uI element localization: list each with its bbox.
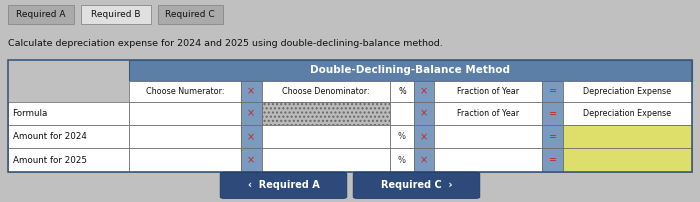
Bar — [542, 148, 563, 172]
Text: ×: × — [420, 109, 428, 119]
Bar — [414, 81, 434, 102]
Text: Choose Numerator:: Choose Numerator: — [146, 87, 224, 96]
Bar — [262, 125, 391, 148]
Bar — [563, 102, 692, 125]
Bar — [542, 125, 563, 148]
FancyBboxPatch shape — [354, 172, 480, 199]
Bar — [542, 81, 563, 102]
Text: ×: × — [247, 86, 256, 96]
Bar — [391, 81, 414, 102]
Bar — [8, 102, 129, 125]
Text: Calculate depreciation expense for 2024 and 2025 using double-declining-balance : Calculate depreciation expense for 2024 … — [8, 39, 443, 48]
Bar — [8, 60, 129, 81]
Bar — [391, 102, 414, 125]
Bar — [8, 125, 129, 148]
Bar — [434, 148, 542, 172]
Bar — [129, 148, 241, 172]
FancyBboxPatch shape — [158, 5, 223, 24]
Bar — [241, 81, 262, 102]
Text: Fraction of Year: Fraction of Year — [457, 87, 519, 96]
Text: %: % — [398, 156, 406, 165]
Bar — [241, 102, 262, 125]
Bar — [563, 148, 692, 172]
Text: ‹  Required A: ‹ Required A — [248, 180, 319, 190]
Bar — [391, 125, 414, 148]
Bar — [129, 81, 241, 102]
Bar — [8, 81, 129, 102]
Text: Depreciation Expense: Depreciation Expense — [583, 87, 671, 96]
Text: Required C  ›: Required C › — [381, 180, 452, 190]
Text: ×: × — [420, 132, 428, 142]
Text: Amount for 2025: Amount for 2025 — [13, 156, 87, 165]
Text: Amount for 2024: Amount for 2024 — [13, 132, 87, 141]
Bar — [241, 125, 262, 148]
FancyBboxPatch shape — [8, 5, 74, 24]
Text: =: = — [549, 86, 557, 96]
Text: Choose Denominator:: Choose Denominator: — [282, 87, 370, 96]
Bar — [129, 125, 241, 148]
Bar — [8, 60, 692, 172]
Text: %: % — [398, 132, 406, 141]
Bar — [129, 60, 692, 81]
Text: =: = — [549, 132, 557, 142]
Text: ×: × — [420, 155, 428, 165]
Text: Formula: Formula — [13, 109, 48, 118]
Text: Required A: Required A — [16, 10, 66, 19]
Bar — [434, 125, 542, 148]
Text: ×: × — [247, 109, 256, 119]
Text: Required C: Required C — [165, 10, 215, 19]
Bar — [262, 102, 391, 125]
Bar — [262, 81, 391, 102]
Text: Fraction of Year: Fraction of Year — [457, 109, 519, 118]
Text: Depreciation Expense: Depreciation Expense — [583, 109, 671, 118]
Bar — [563, 125, 692, 148]
FancyBboxPatch shape — [220, 172, 347, 199]
FancyBboxPatch shape — [80, 5, 150, 24]
Bar — [391, 148, 414, 172]
Text: ×: × — [247, 132, 256, 142]
Bar — [414, 148, 434, 172]
Bar — [414, 102, 434, 125]
Text: =: = — [549, 109, 557, 119]
Bar — [129, 102, 241, 125]
Bar — [434, 102, 542, 125]
Text: =: = — [549, 155, 557, 165]
Text: %: % — [398, 87, 406, 96]
Bar — [241, 148, 262, 172]
Bar — [434, 81, 542, 102]
Bar — [8, 148, 129, 172]
Text: Required B: Required B — [91, 10, 140, 19]
Bar — [542, 102, 563, 125]
Text: ×: × — [247, 155, 256, 165]
Text: ×: × — [420, 86, 428, 96]
Bar — [563, 81, 692, 102]
Text: Double-Declining-Balance Method: Double-Declining-Balance Method — [310, 65, 510, 75]
Bar — [262, 148, 391, 172]
Bar — [414, 125, 434, 148]
